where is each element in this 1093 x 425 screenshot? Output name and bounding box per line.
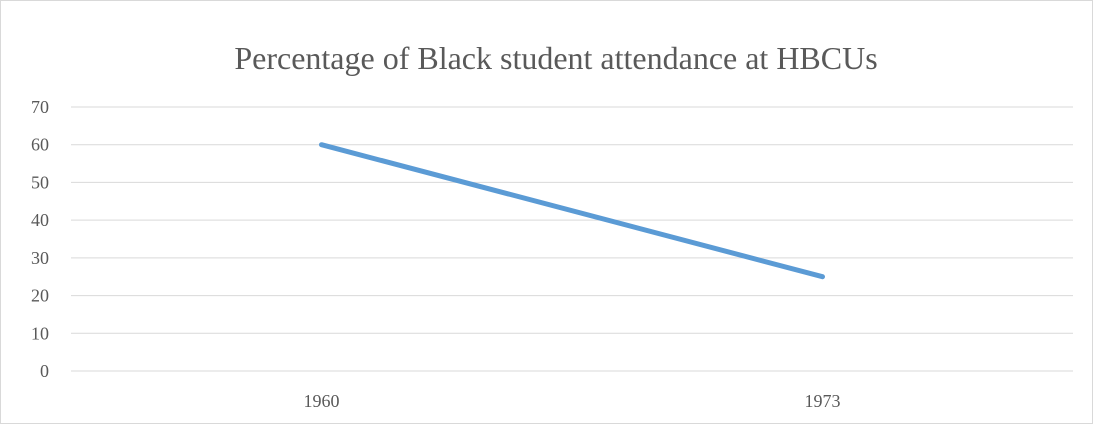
series-layer <box>321 145 822 277</box>
y-tick-label-0: 0 <box>40 361 49 381</box>
y-axis-ticks: 0 10 20 30 40 50 60 70 <box>31 97 49 381</box>
y-tick-label-20: 20 <box>31 286 49 306</box>
x-tick-label-1973: 1973 <box>805 391 841 411</box>
y-tick-label-70: 70 <box>31 97 49 117</box>
series-line-0 <box>322 145 823 277</box>
y-tick-label-30: 30 <box>31 248 49 268</box>
y-tick-label-50: 50 <box>31 172 49 192</box>
y-tick-label-60: 60 <box>31 135 49 155</box>
chart-title: Percentage of Black student attendance a… <box>234 40 877 76</box>
x-axis-ticks: 1960 1973 <box>304 391 841 411</box>
x-tick-label-1960: 1960 <box>304 391 340 411</box>
y-tick-label-10: 10 <box>31 323 49 343</box>
y-tick-label-40: 40 <box>31 210 49 230</box>
gridlines <box>71 107 1073 371</box>
